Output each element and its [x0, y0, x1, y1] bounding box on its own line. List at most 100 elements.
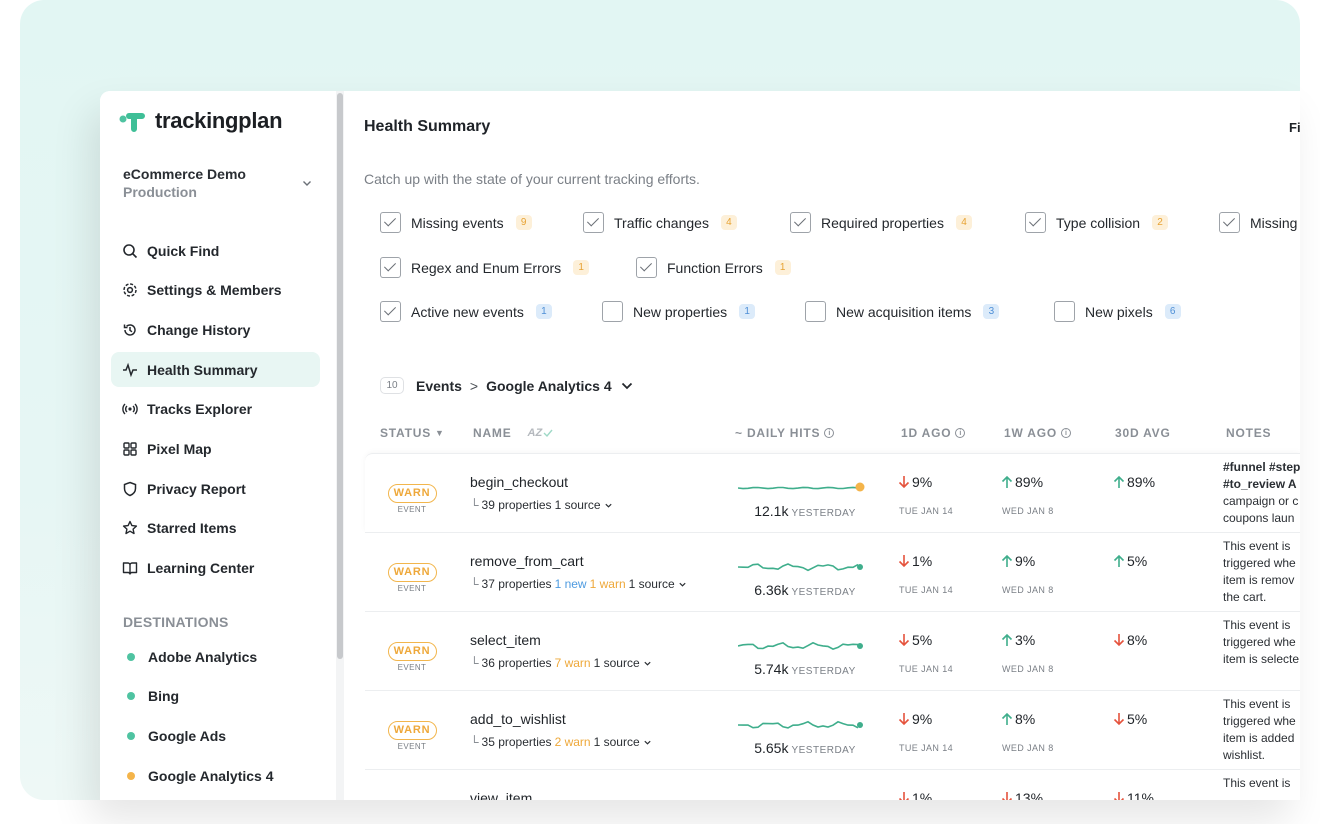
pulse-icon	[123, 362, 137, 377]
destination-item[interactable]: Bing	[111, 679, 320, 714]
delta-30d-avg: 5%	[1113, 553, 1147, 569]
filter-active-new-events[interactable]: Active new events 1	[380, 301, 552, 322]
filter-regex-enum-errors[interactable]: Regex and Enum Errors 1	[380, 257, 590, 278]
column-status[interactable]: STATUS ▼	[380, 426, 445, 440]
notes-cell[interactable]: This event is	[1223, 775, 1300, 800]
filter-required-properties[interactable]: Required properties 4	[790, 212, 972, 233]
checkbox[interactable]	[1219, 212, 1240, 233]
info-icon[interactable]: i	[1061, 428, 1072, 438]
destination-item[interactable]: Adobe Analytics	[111, 639, 320, 674]
filter-missing[interactable]: Missing	[1219, 212, 1297, 233]
checkbox[interactable]	[380, 212, 401, 233]
breadcrumb-events[interactable]: Events	[416, 377, 462, 394]
event-name[interactable]: remove_from_cart	[470, 553, 584, 569]
warn-pill: WARN	[387, 484, 437, 503]
filter-label: Active new events	[411, 303, 524, 320]
checkbox[interactable]	[380, 257, 401, 278]
chevron-down-icon[interactable]	[643, 659, 652, 668]
notes-line: #to_review A	[1223, 477, 1297, 491]
sidebar-item-tracks-explorer[interactable]: Tracks Explorer	[111, 392, 320, 427]
chevron-down-icon[interactable]	[604, 501, 613, 510]
column-name[interactable]: NAME AZ	[473, 426, 553, 440]
chevron-down-icon[interactable]	[678, 580, 687, 589]
scroll-thumb[interactable]	[337, 93, 343, 659]
filter-new-acquisition-items[interactable]: New acquisition items 3	[805, 301, 1000, 322]
filter-missing-events[interactable]: Missing events 9	[380, 212, 532, 233]
checkbox[interactable]	[380, 301, 401, 322]
filter-new-pixels[interactable]: New pixels 6	[1054, 301, 1181, 322]
event-meta[interactable]: └ 35 properties 2 warn 1 source	[470, 735, 652, 749]
notes-cell[interactable]: This event is triggered whe item is added w…	[1223, 696, 1300, 768]
status-type: EVENT	[397, 505, 427, 514]
sidebar-item-starred-items[interactable]: Starred Items	[111, 511, 320, 546]
arrow-up-icon	[1001, 633, 1013, 646]
column-notes[interactable]: NOTES	[1226, 426, 1271, 440]
checkbox[interactable]	[790, 212, 811, 233]
checkbox[interactable]	[1025, 212, 1046, 233]
table-row[interactable]: WARN EVENT begin_checkout └ 39 properties 1 s…	[365, 453, 1300, 532]
sidebar-item-privacy-report[interactable]: Privacy Report	[111, 471, 320, 506]
checkbox[interactable]	[636, 257, 657, 278]
event-meta[interactable]: └ 37 properties 1 new 1 warn 1 source	[470, 577, 687, 591]
filter-button[interactable]: Fi	[1289, 120, 1300, 135]
destination-item[interactable]: Google Analytics 4	[111, 758, 320, 793]
status-badge[interactable]: WARN EVENT	[387, 483, 437, 514]
sidebar-item-pixel-map[interactable]: Pixel Map	[111, 431, 320, 466]
info-icon[interactable]: i	[824, 428, 835, 438]
table-row[interactable]: WARN EVENT select_item └ 36 properties 7 warn…	[365, 611, 1300, 690]
daily-hits: 5.74k YESTERDAY	[735, 661, 875, 677]
info-icon[interactable]: i	[955, 428, 966, 438]
notes-line: item is added	[1223, 731, 1295, 745]
delta-30d-avg: 89%	[1113, 474, 1155, 490]
filter-function-errors[interactable]: Function Errors 1	[636, 257, 791, 278]
chevron-down-icon[interactable]	[620, 379, 634, 393]
column-daily-hits[interactable]: ~ DAILY HITS i	[735, 426, 835, 440]
sidebar-item-quick-find[interactable]: Quick Find	[111, 233, 320, 268]
search-icon	[123, 243, 138, 258]
sidebar-item-settings[interactable]: Settings & Members	[111, 273, 320, 308]
sidebar-nav: Quick Find Settings & Members Change His…	[111, 233, 320, 590]
notes-cell[interactable]: This event is triggered whe item is select…	[1223, 617, 1300, 689]
column-1d-ago[interactable]: 1D AGO i	[901, 426, 966, 440]
sort-az-icon[interactable]: AZ	[527, 427, 543, 439]
notes-cell[interactable]: This event is triggered whe item is remov t…	[1223, 538, 1300, 610]
checkbox[interactable]	[1054, 301, 1075, 322]
sidebar-item-label: Settings & Members	[147, 282, 282, 299]
event-name[interactable]: add_to_wishlist	[470, 711, 566, 727]
sidebar-item-change-history[interactable]: Change History	[111, 312, 320, 347]
notes-cell[interactable]: #funnel #step #to_review A campaign or c co…	[1223, 459, 1300, 531]
sidebar-scrollbar[interactable]	[336, 91, 344, 800]
filter-label: New acquisition items	[836, 303, 972, 320]
breadcrumb-destination[interactable]: Google Analytics 4	[486, 377, 612, 394]
table-row[interactable]: WARN EVENT add_to_wishlist └ 35 properties 2 …	[365, 690, 1300, 769]
event-meta[interactable]: └ 36 properties 7 warn 1 source	[470, 656, 652, 670]
sidebar-item-learning-center[interactable]: Learning Center	[111, 551, 320, 586]
table-row[interactable]: WARN EVENT remove_from_cart └ 37 properties 1…	[365, 532, 1300, 611]
checkbox[interactable]	[583, 212, 604, 233]
destination-item[interactable]: Google Ads	[111, 718, 320, 753]
sidebar: trackingplan eCommerce Demo Production Q…	[100, 91, 336, 800]
column-30d-avg[interactable]: 30D AVG	[1115, 426, 1171, 440]
column-1w-ago[interactable]: 1W AGO i	[1004, 426, 1072, 440]
event-name[interactable]: view_item	[470, 790, 533, 800]
event-name[interactable]: select_item	[470, 632, 541, 648]
event-meta[interactable]: └ 39 properties 1 source	[470, 498, 613, 512]
checkbox[interactable]	[602, 301, 623, 322]
sidebar-item-label: Tracks Explorer	[147, 401, 253, 418]
filter-traffic-changes[interactable]: Traffic changes 4	[583, 212, 737, 233]
events-count-badge: 10	[380, 377, 404, 394]
logo[interactable]: trackingplan	[119, 108, 283, 134]
event-name[interactable]: begin_checkout	[470, 474, 569, 490]
sidebar-item-health-summary[interactable]: Health Summary	[111, 352, 320, 388]
checkbox[interactable]	[805, 301, 826, 322]
filter-new-properties[interactable]: New properties 1	[602, 301, 756, 322]
workspace-selector[interactable]: eCommerce Demo Production	[123, 166, 313, 200]
chevron-down-icon[interactable]	[643, 738, 652, 747]
delta-1w-date: WED JAN 8	[1002, 585, 1054, 595]
filter-type-collision[interactable]: Type collision 2	[1025, 212, 1169, 233]
